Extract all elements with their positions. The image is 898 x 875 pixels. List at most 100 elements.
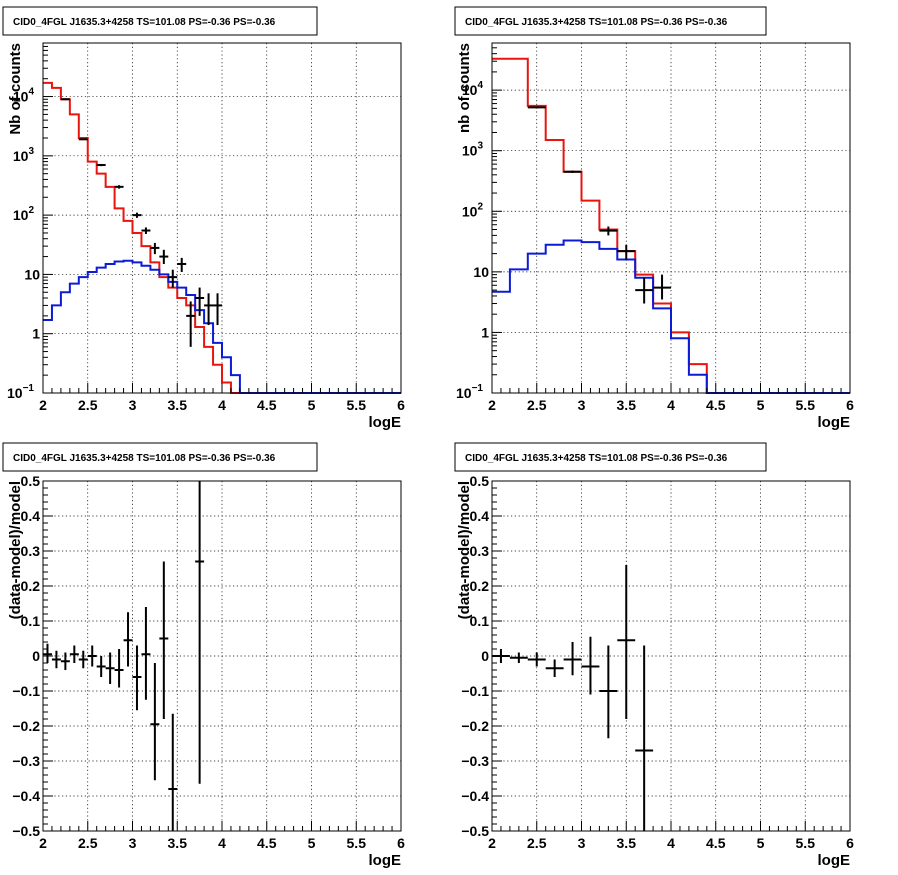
x-tick-label: 4 — [667, 835, 675, 851]
data-point — [177, 257, 187, 272]
y-tick-label: 0 — [481, 648, 489, 664]
data-point — [132, 212, 142, 218]
data-point — [545, 659, 564, 677]
y-tick-label: 103 — [462, 141, 484, 159]
y-tick-label: 0.3 — [21, 543, 41, 559]
data-point — [51, 650, 61, 669]
data-point — [132, 645, 142, 711]
x-tick-label: 4.5 — [257, 397, 277, 413]
data-point — [60, 652, 70, 670]
y-tick-label: −0.5 — [12, 823, 40, 839]
y-tick-label: 0.4 — [470, 508, 490, 524]
y-tick-label: 0.4 — [21, 508, 41, 524]
y-tick-label: −0.1 — [12, 683, 40, 699]
data-point — [78, 138, 88, 141]
data-point — [60, 98, 70, 101]
x-tick-label: 2.5 — [78, 835, 98, 851]
data-point — [114, 649, 124, 688]
y-tick-label: 0 — [32, 648, 40, 664]
y-tick-exponent: 2 — [28, 205, 34, 216]
y-tick-label: −0.4 — [12, 788, 40, 804]
chart-title-box — [2, 442, 318, 472]
x-tick-label: 2.5 — [78, 397, 98, 413]
data-point — [213, 293, 222, 326]
y-tick-label: −0.5 — [461, 823, 489, 839]
x-tick-label: 3.5 — [168, 835, 188, 851]
data-point — [617, 244, 636, 260]
data-point — [195, 287, 205, 316]
x-tick-label: 6 — [846, 397, 854, 413]
y-tick-label: 10−1 — [7, 383, 34, 401]
x-tick-label: 4 — [667, 397, 675, 413]
y-tick-exponent: 2 — [477, 201, 483, 212]
y-tick-exponent: 4 — [477, 80, 483, 91]
chart-title: CID0_4FGL J1635.3+4258 TS=101.08 PS=-0.3… — [13, 17, 276, 28]
chart-panel-4: CID0_4FGL J1635.3+4258 TS=101.08 PS=-0.3… — [454, 442, 854, 869]
y-axis-label: nb of counts — [456, 43, 473, 133]
y-tick-label: 103 — [13, 146, 35, 164]
y-tick-label: −0.2 — [461, 718, 489, 734]
data-point — [105, 652, 115, 684]
y-tick-label: −0.3 — [461, 753, 489, 769]
x-tick-label: 5 — [757, 397, 765, 413]
data-point — [87, 645, 97, 667]
y-tick-label: 10 — [473, 264, 489, 280]
x-tick-label: 2.5 — [527, 835, 547, 851]
x-tick-label: 3.5 — [617, 397, 637, 413]
y-tick-label: 0.2 — [470, 578, 490, 594]
x-tick-label: 5 — [308, 835, 316, 851]
data-point — [123, 612, 133, 667]
x-tick-label: 2 — [39, 835, 47, 851]
x-tick-label: 6 — [846, 835, 854, 851]
y-axis-label: (data-model)/model — [456, 481, 473, 619]
x-tick-label: 4 — [218, 835, 226, 851]
y-tick-label: 0.5 — [21, 473, 41, 489]
data-point — [563, 170, 582, 173]
x-axis-label: logE — [369, 852, 402, 869]
data-point — [186, 301, 196, 347]
chart-panel-1: CID0_4FGL J1635.3+4258 TS=101.08 PS=-0.3… — [2, 6, 405, 431]
y-tick-exponent: 3 — [477, 141, 483, 152]
x-tick-label: 5 — [308, 397, 316, 413]
data-point — [204, 293, 214, 326]
x-tick-label: 3 — [129, 397, 137, 413]
chart-title-box — [454, 6, 767, 36]
x-tick-label: 5.5 — [347, 397, 367, 413]
y-tick-label: −0.3 — [12, 753, 40, 769]
y-axis: 0.5 0.4 0.3 0.2 0.1 0 −0.1 −0.2 −0.3 −0.4 −0.5 (dat… — [456, 473, 502, 839]
data-point — [96, 656, 106, 677]
data-point — [617, 565, 636, 719]
data-point — [195, 481, 205, 784]
data-point — [69, 645, 79, 663]
y-axis: 0.5 0.4 0.3 0.2 0.1 0 −0.1 −0.2 −0.3 −0.4 −0.5 (dat… — [7, 473, 53, 839]
y-tick-label: 0.3 — [470, 543, 490, 559]
y-tick-label: 1 — [481, 324, 489, 340]
chart-title: CID0_4FGL J1635.3+4258 TS=101.08 PS=-0.3… — [465, 453, 728, 464]
y-tick-exponent: −1 — [23, 383, 35, 394]
data-point — [150, 242, 160, 255]
data-point — [527, 652, 546, 667]
y-tick-label: 0.5 — [470, 473, 490, 489]
y-tick-exponent: −1 — [472, 383, 484, 394]
y-tick-label: 0.1 — [470, 613, 490, 629]
grid-lines — [492, 481, 850, 831]
y-tick-label: 10−1 — [456, 383, 483, 401]
x-tick-label: 3 — [578, 397, 586, 413]
x-tick-label: 3 — [578, 835, 586, 851]
data-point — [635, 277, 654, 304]
data-point — [563, 642, 582, 676]
data-point — [150, 663, 160, 781]
x-tick-label: 2 — [488, 397, 496, 413]
x-tick-label: 5.5 — [796, 397, 816, 413]
data-point — [599, 226, 618, 236]
y-tick-label: 0.1 — [21, 613, 41, 629]
data-point — [581, 636, 600, 695]
data-point — [141, 607, 151, 700]
data-point — [653, 274, 671, 300]
grid-lines — [492, 43, 850, 393]
y-tick-label: 0.2 — [21, 578, 41, 594]
